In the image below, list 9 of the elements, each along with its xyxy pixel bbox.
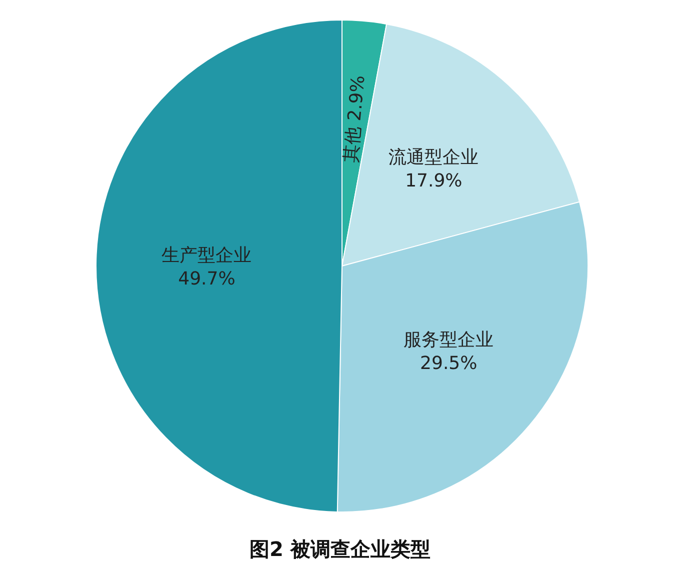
slice-label: 流通型企业	[388, 146, 479, 168]
slice-label: 生产型企业	[162, 245, 252, 266]
data-label: 49.7%	[178, 268, 236, 290]
data-label: 17.9%	[405, 170, 462, 192]
slice-label: 其他	[340, 126, 365, 164]
data-label: 29.5%	[420, 353, 478, 374]
slice-label: 服务型企业	[404, 330, 494, 351]
data-label: 2.9%	[344, 74, 370, 122]
text: 图2 被调查企业类型	[250, 537, 430, 561]
